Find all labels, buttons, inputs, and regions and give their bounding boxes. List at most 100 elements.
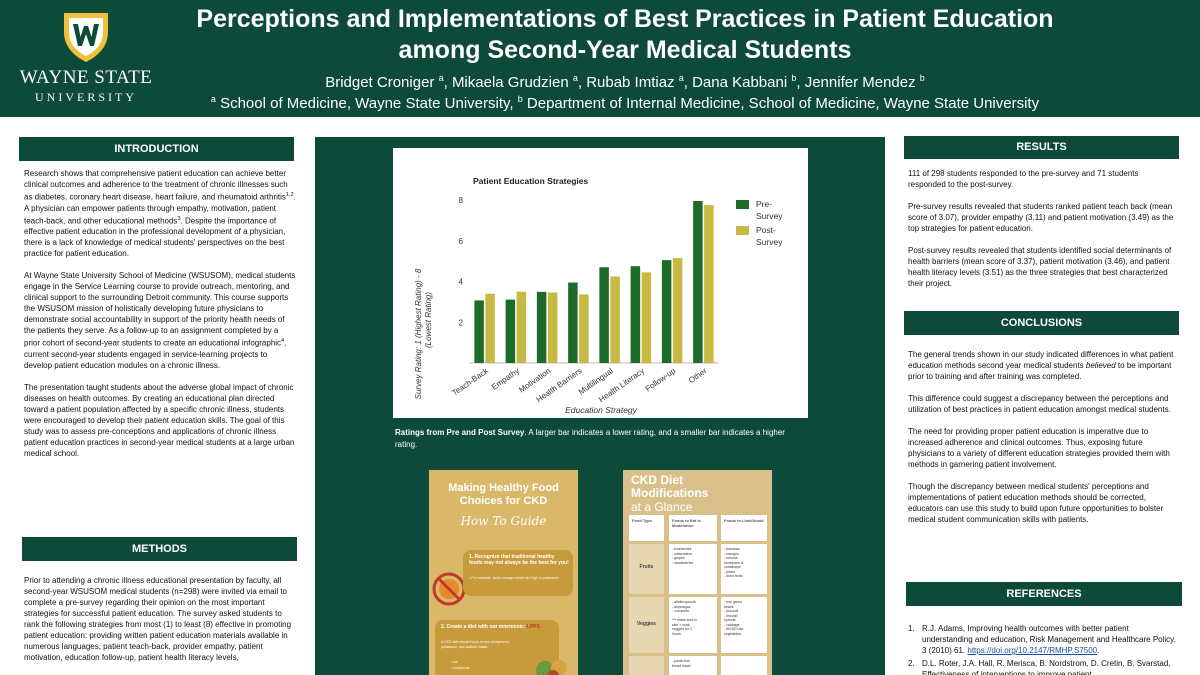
legend-label: Pre- — [756, 199, 772, 209]
row-label-bg — [629, 656, 664, 675]
row-label-bg — [629, 544, 664, 594]
conclusions-paragraph-2: This difference could suggest a discrepa… — [908, 394, 1171, 414]
bar-post-survey-other — [704, 205, 714, 363]
conclusions-paragraph-4: Though the discrepancy between medical s… — [908, 482, 1164, 524]
legend-label: Post- — [756, 225, 776, 235]
author: Mikaela Grudzien — [451, 74, 569, 91]
bar-pre-survey-teach-back — [474, 300, 484, 363]
chart-caption: Ratings from Pre and Post Survey. A larg… — [395, 427, 807, 451]
bar-post-survey-empathy — [516, 291, 527, 363]
x-tick-label: Other — [687, 366, 709, 385]
methods-heading: METHODS — [22, 537, 297, 561]
reference-item: 1. R.J. Adams, Improving health outcomes… — [908, 624, 1176, 655]
legend-label: Survey — [756, 211, 783, 221]
flyer2-title: CKD Diet Modifications — [631, 473, 709, 500]
references-heading: REFERENCES — [906, 582, 1182, 606]
flyer1-title: Making Healthy Food Choices for CKD — [448, 482, 559, 507]
bar-pre-survey-multilingual — [599, 267, 609, 363]
author-affil-mark: b — [791, 73, 797, 83]
legend-swatch — [736, 226, 749, 235]
bar-post-survey-follow-up — [672, 258, 683, 363]
y-tick-label: 4 — [459, 278, 464, 287]
reference-item: 2. D.L. Roter, J.A. Hall, R. Merisca, B.… — [908, 659, 1171, 675]
methods-text: Prior to attending a chronic illness edu… — [24, 575, 296, 663]
bar-pre-survey-health-literacy — [630, 266, 641, 363]
no-orange-icon — [432, 572, 466, 606]
y-tick-label: 6 — [459, 237, 464, 246]
intro-paragraph-1: Research shows that comprehensive patien… — [24, 169, 296, 259]
y-axis-label-line-2: (Lowest Rating) — [424, 292, 433, 348]
bar-pre-survey-follow-up — [661, 260, 672, 363]
author: Dana Kabbani — [692, 74, 788, 91]
affil-b: Department of Internal Medicine, School … — [526, 95, 1040, 112]
results-paragraph-1: 111 of 298 students responded to the pre… — [908, 169, 1139, 189]
flyer1-script-heading: How To Guide — [460, 514, 547, 528]
x-tick-label: Teach-Back — [450, 366, 490, 398]
introduction-text: Research shows that comprehensive patien… — [24, 168, 296, 459]
bar-post-survey-teach-back — [485, 293, 495, 363]
row-label-bg — [629, 597, 664, 653]
bar-post-survey-health-literacy — [641, 272, 652, 363]
references-list: 1. R.J. Adams, Improving health outcomes… — [908, 623, 1180, 675]
author-affil-mark: a — [678, 73, 684, 83]
methods-paragraph-1: Prior to attending a chronic illness edu… — [24, 576, 292, 662]
caption-rest: . A larger bar indicates a lower rating,… — [395, 428, 785, 449]
conclusions-paragraph-1: The general trends shown in our study in… — [908, 350, 1174, 381]
author: Jennifer Mendez — [804, 74, 916, 91]
results-paragraph-2: Pre-survey results revealed that student… — [908, 202, 1174, 233]
veggies-eat-cell: - alfalfa sprouts - asparagus - cucumber… — [669, 597, 717, 653]
x-tick-label: Empathy — [490, 366, 521, 391]
intro-paragraph-2: At Wayne State University School of Medi… — [24, 271, 296, 370]
title-line-1: Perceptions and Implementations of Best … — [196, 5, 1054, 33]
affiliations: a School of Medicine, Wayne State Univer… — [170, 89, 1080, 114]
legend-swatch — [736, 200, 749, 209]
vegetables-icon — [536, 660, 567, 675]
flyer1-tip-1: 1. Recognize that traditional healthy fo… — [463, 550, 573, 596]
chart-container: Patient Education Strategies Survey Rati… — [393, 148, 808, 418]
conclusions-heading: CONCLUSIONS — [904, 311, 1179, 335]
conclusions-paragraph-3: The need for providing proper patient ed… — [908, 427, 1170, 469]
y-tick-label: 8 — [459, 196, 464, 205]
x-axis-label: Education Strategy — [565, 405, 638, 415]
row-label-veggies: Veggies — [637, 621, 656, 627]
row-label-fruits: Fruits — [639, 564, 654, 570]
table-header-eat: Foods to Eat in Moderation — [669, 515, 717, 541]
conclusions-text: The general trends shown in our study in… — [908, 349, 1178, 525]
y-tick-label: 2 — [459, 318, 464, 327]
logo-subtitle: UNIVERSITY — [35, 90, 137, 104]
x-tick-label: Follow-up — [644, 366, 678, 394]
chart-title: Patient Education Strategies — [473, 176, 589, 186]
caption-bold: Ratings from Pre and Post Survey — [395, 428, 525, 437]
author: Bridget Croniger — [325, 74, 435, 91]
author-list: Bridget Croniger a, Mikaela Grudzien a, … — [325, 73, 925, 91]
bar-chart: Patient Education Strategies Survey Rati… — [414, 176, 783, 415]
fruits-avoid-cell: - bananas - oranges - melons: honeydew &… — [721, 544, 767, 594]
reference-doi-link[interactable]: https://doi.org/10.2147/RMHP.S7500 — [967, 646, 1098, 655]
ckd-food-choices-flyer: Making Healthy Food Choices for CKD How … — [429, 470, 578, 675]
author-affil-mark: b — [919, 73, 925, 83]
affil-a: School of Medicine, Wayne State Universi… — [220, 95, 514, 112]
results-text: 111 of 298 students responded to the pre… — [908, 168, 1178, 289]
veggies-avoid-cell: - non green beans - broccoli - brussel s… — [721, 597, 767, 653]
title-line-2: among Second-Year Medical Students — [398, 36, 852, 64]
ckd-diet-modifications-flyer: CKD Diet Modifications at a Glance Food … — [623, 470, 772, 675]
poster-header: WAYNE STATE UNIVERSITY Perceptions and I… — [0, 0, 1200, 117]
affil-mark-b: b — [517, 94, 523, 104]
flyer2-subtitle: at a Glance — [631, 500, 693, 514]
author-affil-mark: a — [438, 73, 444, 83]
y-axis-label-line-1: Survey Rating: 1 (Highest Rating) - 8 — [414, 268, 423, 399]
results-paragraph-3: Post-survey results revealed that studen… — [908, 246, 1172, 288]
author-affil-mark: a — [572, 73, 578, 83]
grains-avoid-cell — [721, 656, 767, 675]
legend-label: Survey — [756, 237, 783, 247]
bar-pre-survey-other — [693, 201, 703, 363]
bar-post-survey-motivation — [547, 292, 558, 363]
bar-post-survey-multilingual — [610, 276, 620, 363]
results-heading: RESULTS — [904, 136, 1179, 159]
poster-title: Perceptions and Implementations of Best … — [170, 4, 1080, 66]
author: Rubab Imtiaz — [586, 74, 675, 91]
table-header-avoid: Foods to Limit/Avoid — [721, 515, 767, 541]
table-header-food-type: Food Type — [629, 515, 664, 541]
affil-mark-a: a — [210, 94, 216, 104]
bar-pre-survey-empathy — [505, 299, 516, 363]
